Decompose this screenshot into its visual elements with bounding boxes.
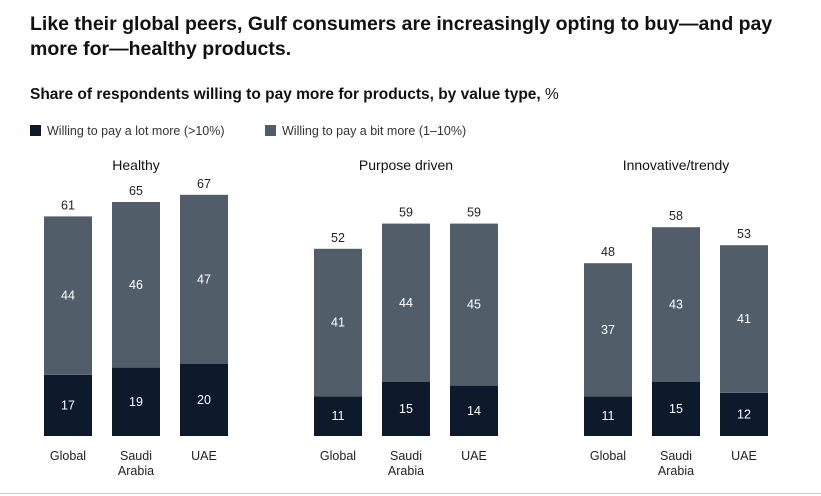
chart-subtitle-text: Share of respondents willing to pay more…	[30, 86, 541, 103]
bar-segment	[450, 223, 498, 386]
panel-title: Purpose driven	[359, 157, 453, 173]
total-label: 61	[61, 198, 75, 212]
legend-swatch-a-lot-more	[30, 125, 41, 136]
legend-label-a-bit-more: Willing to pay a bit more (1–10%)	[282, 124, 467, 138]
category-tick-label: UAE	[461, 449, 487, 463]
data-label: 46	[129, 278, 143, 292]
data-label: 43	[669, 298, 683, 312]
bar-segment	[720, 245, 768, 393]
data-label: 12	[737, 407, 751, 421]
category-tick-label: Saudi	[660, 449, 692, 463]
total-label: 59	[467, 206, 481, 220]
total-label: 58	[669, 209, 683, 223]
category-tick-label: Global	[590, 449, 626, 463]
legend-item-a-lot-more: Willing to pay a lot more (>10%)	[30, 124, 225, 138]
data-label: 15	[669, 402, 683, 416]
bar-segment	[450, 385, 498, 436]
category-tick-label: UAE	[731, 449, 757, 463]
data-label: 11	[602, 409, 615, 423]
chart-subtitle: Share of respondents willing to pay more…	[30, 86, 559, 104]
page-title: Like their global peers, Gulf consumers …	[30, 13, 773, 60]
bar-segment	[44, 216, 92, 375]
data-label: 44	[61, 289, 75, 303]
data-label: 37	[601, 323, 615, 337]
data-label: 41	[331, 316, 345, 330]
data-label: 41	[737, 312, 751, 326]
category-tick-label: Arabia	[118, 464, 154, 478]
legend-swatch-a-bit-more	[265, 125, 276, 136]
total-label: 59	[399, 206, 413, 220]
legend-item-a-bit-more: Willing to pay a bit more (1–10%)	[265, 124, 466, 138]
panel-title: Healthy	[112, 157, 159, 173]
bar-segment	[314, 248, 362, 397]
data-label: 19	[129, 395, 143, 409]
bar-segment	[584, 396, 632, 436]
bar-segment	[314, 396, 362, 436]
bar-segment	[112, 367, 160, 436]
bar-segment	[652, 382, 700, 436]
chart-subtitle-unit: %	[545, 86, 559, 103]
bar-segment	[180, 194, 228, 364]
data-label: 44	[399, 296, 413, 310]
total-label: 52	[331, 231, 345, 245]
category-tick-label: Global	[50, 449, 86, 463]
bar-segment	[44, 374, 92, 436]
total-label: 53	[737, 227, 751, 241]
data-label: 11	[332, 409, 345, 423]
category-tick-label: Saudi	[120, 449, 152, 463]
bar-segment	[382, 382, 430, 436]
category-tick-label: Arabia	[388, 464, 424, 478]
data-label: 47	[197, 272, 211, 286]
bar-segment	[720, 392, 768, 436]
data-label: 20	[197, 393, 211, 407]
category-tick-label: UAE	[191, 449, 217, 463]
legend-label-a-lot-more: Willing to pay a lot more (>10%)	[47, 124, 225, 138]
bar-segment	[652, 227, 700, 382]
category-tick-label: Saudi	[390, 449, 422, 463]
category-tick-label: Arabia	[658, 464, 694, 478]
total-label: 65	[129, 184, 143, 198]
bar-segment	[180, 364, 228, 436]
data-label: 14	[467, 404, 481, 418]
total-label: 48	[601, 245, 615, 259]
bar-segment	[112, 202, 160, 368]
total-label: 67	[197, 177, 211, 191]
bottom-divider	[0, 493, 821, 494]
data-label: 45	[467, 298, 481, 312]
panel-title: Innovative/trendy	[623, 157, 730, 173]
bar-segment	[382, 223, 430, 382]
bar-segment	[584, 263, 632, 397]
data-label: 17	[61, 398, 75, 412]
data-label: 15	[399, 402, 413, 416]
category-tick-label: Global	[320, 449, 356, 463]
